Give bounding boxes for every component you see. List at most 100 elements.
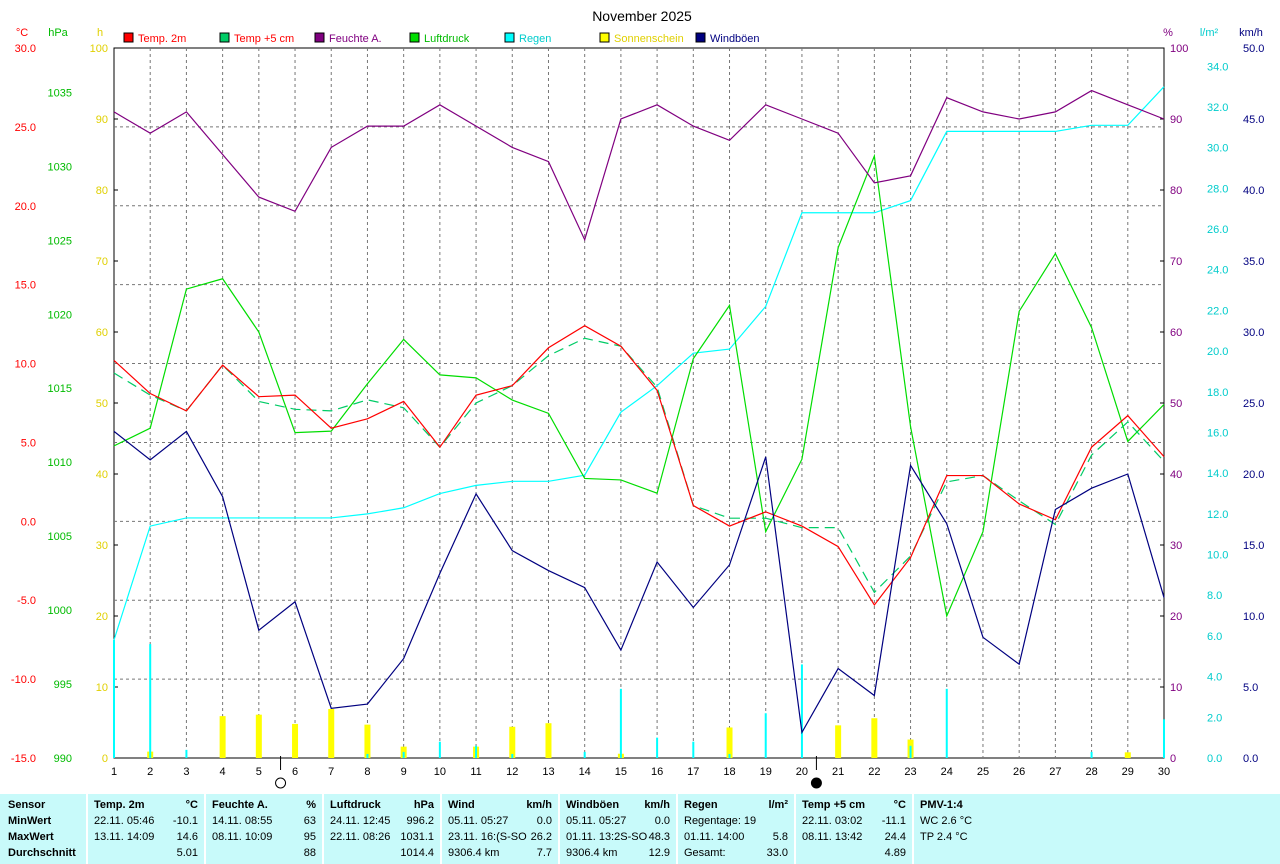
sunshine-tick-label: 50: [96, 398, 108, 410]
stats-column-title: Regen: [684, 799, 718, 811]
pressure-tick-label: 1000: [48, 605, 72, 617]
rain-tick-label: 30.0: [1207, 143, 1228, 155]
stats-column: Windböen km/h 05.11. 05:27 0.0 01.11. 13:2S-…: [560, 794, 676, 864]
series-lines: [113, 86, 1165, 735]
stats-cell-label: 23.11. 16:(S-SO: [448, 831, 527, 843]
stats-cell-row: 5.01: [88, 845, 204, 861]
x-tick-label: 8: [364, 766, 370, 778]
temp-tick-label: 25.0: [15, 122, 36, 134]
legend-swatch: [314, 32, 325, 43]
x-tick-label: 18: [723, 766, 735, 778]
axis-unit-sunshine: h: [97, 27, 103, 39]
axis-unit-temp: °C: [16, 27, 28, 39]
legend-label: Feuchte A.: [329, 33, 382, 45]
stats-column-unit: hPa: [413, 799, 434, 811]
stats-cell-label: 13.11. 14:09: [94, 831, 155, 843]
stats-column-title: Luftdruck: [330, 799, 381, 811]
rain-bar: [656, 737, 659, 758]
stats-cell-value: 7.7: [536, 847, 552, 859]
rain-tick-label: 12.0: [1207, 509, 1228, 521]
sunshine-tick-label: 0: [102, 753, 108, 765]
stats-column: Luftdruck hPa 24.11. 12:45 996.2 22.11. 08:2…: [324, 794, 440, 864]
stats-column-separator: [322, 794, 324, 864]
stats-cell-value: 12.9: [648, 847, 670, 859]
legend-swatch: [219, 32, 230, 43]
series-line-feuchte-a-: [113, 89, 1165, 242]
stats-column-separator: [912, 794, 914, 864]
x-tick-label: 16: [651, 766, 663, 778]
sunshine-tick-label: 40: [96, 469, 108, 481]
sunshine-tick-label: 100: [90, 43, 108, 55]
temp-tick-label: -15.0: [11, 753, 36, 765]
rain-bar: [366, 753, 369, 758]
sunshine-bar: [292, 723, 299, 758]
rain-bar: [909, 745, 912, 758]
rain-tick-label: 34.0: [1207, 61, 1228, 73]
x-tick-label: 2: [147, 766, 153, 778]
x-tick-label: 15: [615, 766, 627, 778]
stats-cell-label: 01.11. 13:2S-SO: [566, 831, 648, 843]
humidity-tick-label: 50: [1170, 398, 1182, 410]
stats-cell-value: -11.1: [881, 815, 906, 827]
rain-bar: [583, 751, 586, 758]
x-tick-label: 17: [687, 766, 699, 778]
axis-unit-wind: km/h: [1239, 27, 1263, 39]
series-line-luftdruck: [113, 153, 1165, 619]
stats-row-labels: Sensor MinWert MaxWert Durchschnitt: [0, 794, 88, 864]
stats-cell-value: 1031.1: [400, 831, 434, 843]
legend-swatch: [695, 32, 706, 43]
rain-tick-label: 22.0: [1207, 305, 1228, 317]
rain-tick-label: 14.0: [1207, 468, 1228, 480]
sunshine-bar: [871, 718, 878, 758]
chart-title: November 2025: [592, 8, 692, 24]
stats-cell-row: 01.11. 14:00 5.8: [678, 829, 794, 845]
temp-tick-label: 30.0: [15, 43, 36, 55]
stats-cell-row: 08.11. 13:42 24.4: [796, 829, 912, 845]
temp-tick-label: 15.0: [15, 280, 36, 292]
stats-cell-label: 08.11. 10:09: [212, 831, 273, 843]
rain-bar: [185, 749, 188, 758]
x-tick-label: 6: [292, 766, 298, 778]
stats-column-title: Temp +5 cm: [802, 799, 866, 811]
rain-bar: [438, 741, 441, 758]
rain-bar: [1163, 719, 1165, 758]
wind-tick-label: 25.0: [1243, 398, 1264, 410]
rain-bar: [149, 644, 152, 758]
x-tick-label: 13: [542, 766, 554, 778]
x-tick-label: 14: [579, 766, 591, 778]
stats-column-separator: [440, 794, 442, 864]
x-tick-label: 29: [1122, 766, 1134, 778]
plot-frame: [113, 47, 1165, 759]
sunshine-bar: [726, 727, 733, 758]
stats-column-unit: %: [306, 799, 316, 811]
humidity-tick-label: 40: [1170, 469, 1182, 481]
sunshine-tick-label: 30: [96, 540, 108, 552]
stats-column-unit: km/h: [526, 799, 552, 811]
humidity-tick-label: 10: [1170, 682, 1182, 694]
stats-cell-label: 22.11. 03:02: [802, 815, 863, 827]
stats-cell-row: 22.11. 03:02 -11.1: [796, 813, 912, 829]
stats-cell-value: 14.6: [176, 831, 198, 843]
axes: 30.025.020.015.010.05.00.0-5.0-10.0-15.0…: [11, 43, 1265, 778]
pressure-tick-label: 1015: [48, 383, 72, 395]
sunshine-bar: [1124, 752, 1131, 758]
stats-cell-value: 48.3: [648, 831, 670, 843]
stats-cell-label: 24.11. 12:45: [330, 815, 391, 827]
stats-cell-label: Gesamt:: [684, 847, 726, 859]
stats-cell-row: 22.11. 05:46 -10.1: [88, 813, 204, 829]
stats-cell-row: 1014.4: [324, 845, 440, 861]
temp-tick-label: -10.0: [11, 674, 36, 686]
rain-bar: [402, 751, 405, 758]
series-line-temp-2m: [113, 324, 1165, 607]
legend-swatch: [599, 32, 610, 43]
stats-column-separator: [676, 794, 678, 864]
wind-tick-label: 45.0: [1243, 114, 1264, 126]
stats-cell-label: 22.11. 05:46: [94, 815, 155, 827]
stats-cell-row: 4.89: [796, 845, 912, 861]
stats-cell-row: 08.11. 10:09 95: [206, 829, 322, 845]
stats-cell-row: 01.11. 13:2S-SO 48.3: [560, 829, 676, 845]
stats-cell-label: 05.11. 05:27: [566, 815, 627, 827]
wind-tick-label: 40.0: [1243, 185, 1264, 197]
stats-column-separator: [86, 794, 88, 864]
rain-tick-label: 10.0: [1207, 550, 1228, 562]
